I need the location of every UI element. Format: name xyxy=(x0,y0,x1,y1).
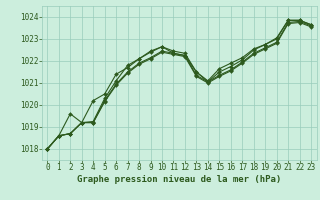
X-axis label: Graphe pression niveau de la mer (hPa): Graphe pression niveau de la mer (hPa) xyxy=(77,175,281,184)
